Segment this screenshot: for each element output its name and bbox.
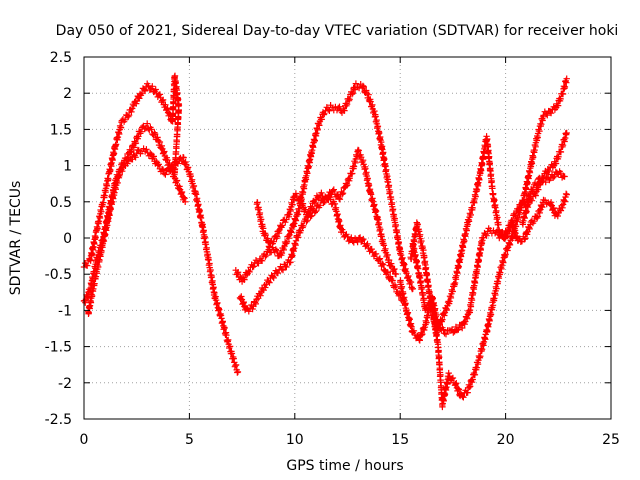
series-arc-10 bbox=[519, 129, 570, 228]
y-tick-label: 2 bbox=[63, 86, 72, 102]
series-markers bbox=[407, 133, 570, 337]
x-tick-label: 0 bbox=[80, 432, 89, 448]
y-tick-label: 1.5 bbox=[50, 122, 72, 138]
y-tick-label: 1 bbox=[63, 159, 72, 175]
x-tick-labels: 0 5 10 15 20 25 bbox=[80, 432, 620, 448]
series-markers bbox=[519, 129, 570, 228]
data-series bbox=[80, 72, 570, 411]
series-markers bbox=[85, 145, 242, 376]
series-arc-9 bbox=[407, 133, 570, 337]
series-arc-4 bbox=[232, 80, 416, 293]
x-tick-label: 5 bbox=[185, 432, 194, 448]
x-tick-label: 10 bbox=[286, 432, 304, 448]
axis-ticks bbox=[83, 56, 612, 420]
x-tick-label: 20 bbox=[497, 432, 515, 448]
x-axis-title: GPS time / hours bbox=[286, 458, 403, 474]
y-tick-label: 2.5 bbox=[50, 50, 72, 66]
y-tick-label: -0.5 bbox=[45, 267, 72, 283]
series-arc-8 bbox=[409, 75, 570, 411]
y-tick-labels: -2.5 -2 -1.5 -1 -0.5 0 0.5 1 1.5 2 2.5 bbox=[45, 50, 72, 428]
series-markers bbox=[253, 146, 400, 278]
y-tick-label: 0 bbox=[63, 231, 72, 247]
y-tick-label: -2.5 bbox=[45, 412, 72, 428]
series-markers bbox=[232, 80, 416, 293]
y-tick-label: -1 bbox=[58, 303, 72, 319]
x-tick-label: 15 bbox=[391, 432, 409, 448]
series-markers bbox=[409, 75, 570, 411]
x-tick-label: 25 bbox=[602, 432, 620, 448]
chart-title: Day 050 of 2021, Sidereal Day-to-day VTE… bbox=[56, 23, 619, 39]
series-arc-6 bbox=[253, 146, 400, 278]
y-tick-label: 0.5 bbox=[50, 195, 72, 211]
series-arc-3 bbox=[85, 145, 242, 376]
y-tick-label: -1.5 bbox=[45, 340, 72, 356]
y-tick-label: -2 bbox=[58, 376, 72, 392]
y-axis-title: SDTVAR / TECUs bbox=[8, 181, 24, 296]
